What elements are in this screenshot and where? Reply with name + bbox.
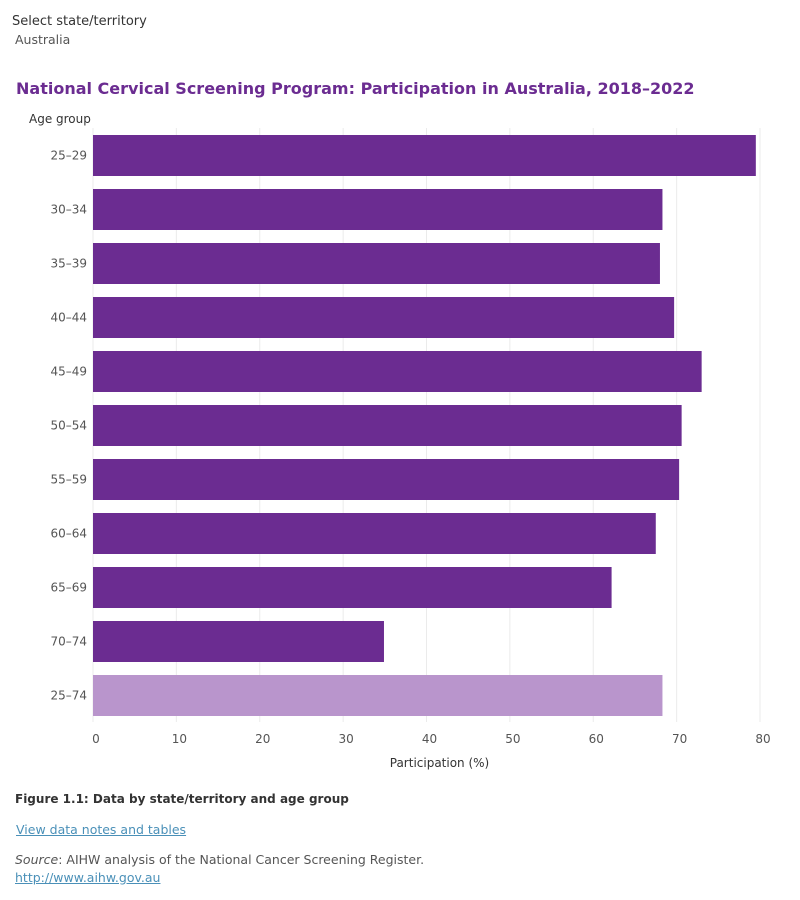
data-notes-link[interactable]: View data notes and tables [16, 822, 187, 837]
y-tick-label: 55–59 [50, 473, 87, 487]
bar[interactable] [93, 135, 756, 176]
bar[interactable] [93, 513, 656, 554]
x-axis-title: Participation (%) [390, 756, 490, 770]
x-tick-label: 40 [422, 732, 437, 746]
bar[interactable] [93, 567, 612, 608]
x-tick-label: 10 [172, 732, 187, 746]
bar[interactable] [93, 405, 682, 446]
y-tick-label: 40–44 [50, 311, 87, 325]
figure-caption: Figure 1.1: Data by state/territory and … [15, 792, 349, 806]
chart-title: National Cervical Screening Program: Par… [16, 79, 695, 98]
bar-total[interactable] [93, 675, 663, 716]
x-tick-label: 80 [755, 732, 770, 746]
x-tick-label: 0 [92, 732, 100, 746]
y-tick-label: 30–34 [50, 203, 87, 217]
aihw-website-link[interactable]: http://www.aihw.gov.au [15, 870, 161, 885]
y-tick-label: 25–74 [50, 689, 87, 703]
bar[interactable] [93, 189, 663, 230]
y-tick-label: 45–49 [50, 365, 87, 379]
y-tick-label: 50–54 [50, 419, 87, 433]
bar-chart: 25–29 30–34 35–39 40–44 45–49 50–54 55–59 60–64… [50, 128, 771, 770]
bar[interactable] [93, 459, 680, 500]
bars [93, 135, 756, 716]
bar[interactable] [93, 621, 384, 662]
bar[interactable] [93, 297, 675, 338]
x-tick-labels: 0 10 20 30 40 50 60 70 80 [92, 732, 770, 746]
y-tick-label: 65–69 [50, 581, 87, 595]
y-tick-label: 60–64 [50, 527, 87, 541]
source-label: Source [15, 852, 59, 867]
x-tick-label: 60 [589, 732, 604, 746]
y-tick-label: 70–74 [50, 635, 87, 649]
bar[interactable] [93, 351, 702, 392]
bar[interactable] [93, 243, 660, 284]
state-filter-label: Select state/territory [12, 14, 147, 29]
y-tick-labels: 25–29 30–34 35–39 40–44 45–49 50–54 55–59 60–64… [50, 149, 87, 703]
x-tick-label: 30 [338, 732, 353, 746]
x-tick-label: 70 [672, 732, 687, 746]
y-axis-title: Age group [29, 112, 91, 126]
source-text: : AIHW analysis of the National Cancer S… [58, 852, 425, 867]
x-tick-label: 20 [255, 732, 270, 746]
x-tick-label: 50 [505, 732, 520, 746]
y-tick-label: 35–39 [50, 257, 87, 271]
state-filter-dropdown[interactable]: Australia [15, 32, 71, 47]
y-tick-label: 25–29 [50, 149, 87, 163]
source-note: Source: AIHW analysis of the National Ca… [15, 852, 424, 867]
